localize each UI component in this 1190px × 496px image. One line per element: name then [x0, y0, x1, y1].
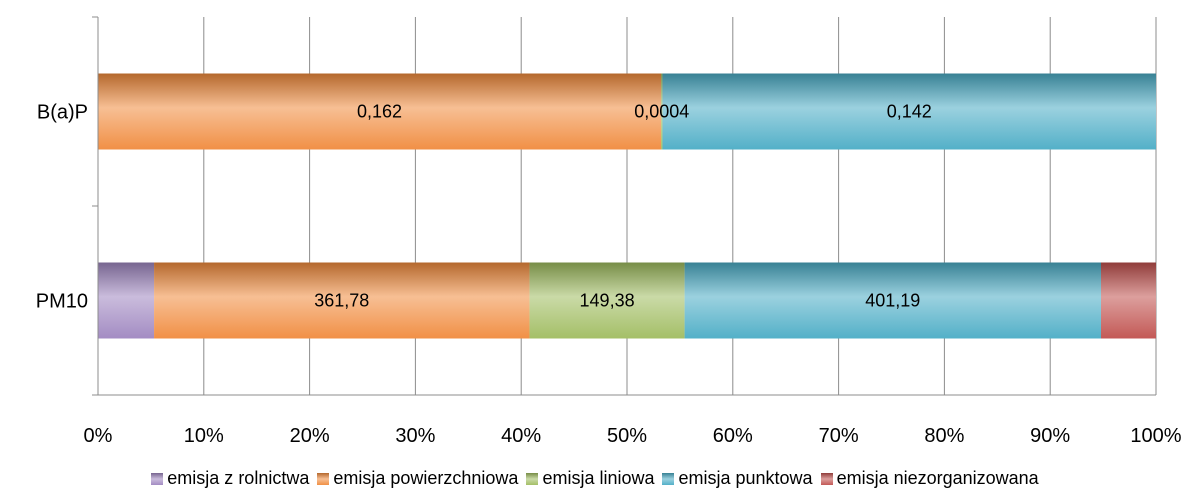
legend-item: emisja powierzchniowa — [317, 468, 518, 489]
data-label: 361,78 — [314, 291, 369, 311]
legend-swatch — [820, 472, 833, 485]
bar-segment — [154, 262, 530, 339]
legend-item: emisja niezorganizowana — [820, 468, 1039, 489]
data-label: 0,162 — [357, 102, 402, 122]
x-tick-label: 30% — [395, 425, 435, 447]
legend-label: emisja punktowa — [678, 468, 813, 488]
bar-segment — [98, 262, 155, 339]
legend-label: emisja niezorganizowana — [836, 468, 1039, 488]
category-label: PM10 — [36, 291, 88, 313]
bar-segment — [684, 262, 1101, 339]
legend-label: emisja liniowa — [542, 468, 655, 488]
x-tick-label: 40% — [501, 425, 541, 447]
legend-label: emisja powierzchniowa — [333, 468, 519, 488]
legend-swatch — [526, 472, 539, 485]
bar-segment — [662, 73, 1156, 150]
x-tick-label: 60% — [713, 425, 753, 447]
x-tick-label: 80% — [924, 425, 964, 447]
x-tick-label: 10% — [184, 425, 224, 447]
x-tick-label: 70% — [819, 425, 859, 447]
legend-swatch — [662, 472, 675, 485]
bar-segment — [661, 73, 663, 150]
x-tick-label: 90% — [1030, 425, 1070, 447]
legend: emisja z rolnictwa emisja powierzchniowa e… — [0, 468, 1190, 489]
data-label: 0,142 — [887, 102, 932, 122]
legend-swatch — [151, 472, 164, 485]
x-tick-label: 0% — [84, 425, 113, 447]
legend-item: emisja z rolnictwa — [151, 468, 309, 489]
x-tick-label: 100% — [1130, 425, 1181, 447]
category-label: B(a)P — [37, 102, 88, 124]
bar-segment — [98, 73, 662, 150]
legend-label: emisja z rolnictwa — [167, 468, 310, 488]
x-tick-label: 20% — [290, 425, 330, 447]
bar-segment — [529, 262, 685, 339]
x-tick-label: 50% — [607, 425, 647, 447]
data-label: 0,0004 — [634, 102, 689, 122]
bar-segment — [1100, 262, 1156, 339]
legend-swatch — [317, 472, 330, 485]
data-label: 149,38 — [580, 291, 635, 311]
legend-item: emisja punktowa — [662, 468, 813, 489]
legend-item: emisja liniowa — [526, 468, 654, 489]
data-label: 401,19 — [865, 291, 920, 311]
